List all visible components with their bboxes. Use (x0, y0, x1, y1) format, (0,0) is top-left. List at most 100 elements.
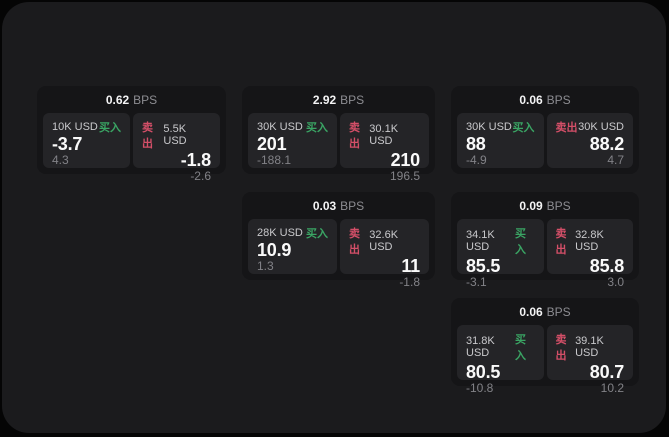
quote-card: 0.09 BPS 34.1K USD 买入 85.5 -3.1 卖出 32.8K… (451, 192, 639, 289)
card-header: 0.06 BPS (457, 91, 633, 109)
buy-tile-header: 31.8K USD 买入 (466, 331, 535, 363)
buy-price: 201 (257, 134, 287, 154)
sell-tile-header: 卖出 5.5K USD (142, 119, 211, 151)
sell-price: 210 (390, 150, 421, 170)
buy-quote-tile[interactable]: 28K USD 买入 10.9 1.3 (248, 219, 337, 274)
card-header: 0.03 BPS (248, 197, 429, 215)
buy-side-label: 买入 (99, 122, 121, 134)
card-header: 2.92 BPS (248, 91, 429, 109)
sell-price: 11 (401, 256, 420, 276)
card-body: 28K USD 买入 10.9 1.3 卖出 32.6K USD 11 -1.8 (248, 219, 429, 289)
buy-side-label: 买入 (514, 228, 526, 256)
buy-notional-size: 10K USD (52, 121, 98, 133)
sell-notional-size: 32.8K USD (575, 229, 604, 253)
buy-quote-tile[interactable]: 10K USD 买入 -3.7 4.3 (43, 113, 130, 168)
sell-delta: -2.6 (190, 169, 211, 183)
bps-spread-value: 0.06 (519, 93, 543, 107)
buy-tile-header: 30K USD 买入 (466, 119, 535, 135)
buy-delta: 1.3 (257, 259, 274, 273)
card-header: 0.09 BPS (457, 197, 633, 215)
sell-tile-header: 卖出 30K USD (556, 119, 625, 135)
bps-spread-value: 0.03 (312, 199, 337, 213)
sell-side-label: 卖出 (349, 228, 360, 256)
buy-notional-size: 31.8K USD (466, 335, 495, 359)
sell-side-label: 卖出 (555, 122, 578, 134)
quote-card: 0.06 BPS 30K USD 买入 88 -4.9 卖出 30K USD 8… (451, 86, 639, 174)
card-header: 0.06 BPS (457, 303, 633, 321)
sell-delta: -1.8 (399, 275, 420, 289)
sell-side-label: 卖出 (142, 122, 153, 150)
quote-card: 2.92 BPS 30K USD 买入 201 -188.1 卖出 30.1K … (242, 86, 435, 183)
card-body: 34.1K USD 买入 85.5 -3.1 卖出 32.8K USD 85.8… (457, 219, 633, 289)
buy-price: 88 (466, 134, 486, 154)
quote-card: 0.03 BPS 28K USD 买入 10.9 1.3 卖出 32.6K US… (242, 192, 435, 289)
buy-quote-tile[interactable]: 34.1K USD 买入 85.5 -3.1 (457, 219, 544, 289)
sell-price: 85.8 (589, 256, 624, 276)
sell-delta: 3.0 (607, 275, 624, 289)
buy-delta: -10.8 (466, 381, 494, 395)
buy-quote-tile[interactable]: 31.8K USD 买入 80.5 -10.8 (457, 325, 544, 395)
quote-card: 0.62 BPS 10K USD 买入 -3.7 4.3 卖出 5.5K USD… (37, 86, 226, 183)
card-body: 31.8K USD 买入 80.5 -10.8 卖出 39.1K USD 80.… (457, 325, 633, 395)
sell-delta: 196.5 (389, 169, 420, 183)
bps-unit-label: BPS (340, 93, 365, 107)
bps-spread-value: 0.09 (519, 199, 543, 213)
sell-quote-tile[interactable]: 卖出 39.1K USD 80.7 10.2 (546, 325, 633, 395)
quote-cards-grid: 0.62 BPS 10K USD 买入 -3.7 4.3 卖出 5.5K USD… (37, 86, 639, 395)
sell-quote-tile[interactable]: 卖出 32.6K USD 11 -1.8 (340, 219, 429, 289)
buy-quote-tile[interactable]: 30K USD 买入 88 -4.9 (457, 113, 544, 168)
quotes-panel: 0.62 BPS 10K USD 买入 -3.7 4.3 卖出 5.5K USD… (2, 2, 666, 433)
bps-unit-label: BPS (546, 93, 571, 107)
sell-notional-size: 39.1K USD (575, 335, 604, 359)
sell-side-label: 卖出 (349, 122, 360, 150)
sell-delta: 10.2 (600, 381, 624, 395)
sell-notional-size: 30K USD (578, 121, 624, 133)
buy-delta: 4.3 (52, 153, 69, 167)
sell-notional-size: 5.5K USD (163, 123, 187, 147)
buy-tile-header: 10K USD 买入 (52, 119, 121, 135)
buy-side-label: 买入 (514, 334, 526, 362)
sell-side-label: 卖出 (555, 334, 567, 362)
sell-quote-tile[interactable]: 卖出 32.8K USD 85.8 3.0 (546, 219, 633, 289)
buy-price: -3.7 (52, 134, 83, 154)
buy-side-label: 买入 (306, 228, 328, 240)
sell-delta: 4.7 (607, 153, 624, 167)
sell-tile-header: 卖出 39.1K USD (556, 331, 625, 363)
bps-unit-label: BPS (133, 93, 158, 107)
bps-spread-value: 0.06 (519, 305, 543, 319)
sell-quote-tile[interactable]: 卖出 30K USD 88.2 4.7 (546, 113, 633, 168)
buy-price: 10.9 (257, 240, 292, 260)
bps-unit-label: BPS (546, 305, 571, 319)
buy-price: 80.5 (466, 362, 501, 382)
buy-price: 85.5 (466, 256, 501, 276)
sell-tile-header: 卖出 32.6K USD (349, 225, 420, 257)
buy-notional-size: 30K USD (257, 121, 303, 133)
sell-quote-tile[interactable]: 卖出 5.5K USD -1.8 -2.6 (133, 113, 220, 183)
quote-card: 0.06 BPS 31.8K USD 买入 80.5 -10.8 卖出 39.1… (451, 298, 639, 395)
buy-tile-header: 28K USD 买入 (257, 225, 328, 241)
sell-price: 80.7 (589, 362, 624, 382)
card-body: 30K USD 买入 88 -4.9 卖出 30K USD 88.2 4.7 (457, 113, 633, 168)
card-header: 0.62 BPS (43, 91, 220, 109)
buy-quote-tile[interactable]: 30K USD 买入 201 -188.1 (248, 113, 337, 168)
buy-notional-size: 34.1K USD (466, 229, 495, 253)
buy-notional-size: 28K USD (257, 227, 303, 239)
bps-spread-value: 0.62 (105, 93, 130, 107)
buy-tile-header: 34.1K USD 买入 (466, 225, 535, 257)
buy-delta: -188.1 (257, 153, 292, 167)
buy-delta: -3.1 (466, 275, 487, 289)
sell-price: 88.2 (589, 134, 624, 154)
bps-unit-label: BPS (340, 199, 365, 213)
buy-delta: -4.9 (466, 153, 487, 167)
bps-spread-value: 2.92 (312, 93, 337, 107)
sell-notional-size: 32.6K USD (369, 229, 399, 253)
sell-tile-header: 卖出 30.1K USD (349, 119, 420, 151)
buy-side-label: 买入 (512, 122, 535, 134)
sell-quote-tile[interactable]: 卖出 30.1K USD 210 196.5 (340, 113, 429, 183)
buy-tile-header: 30K USD 买入 (257, 119, 328, 135)
bps-unit-label: BPS (546, 199, 571, 213)
card-body: 10K USD 买入 -3.7 4.3 卖出 5.5K USD -1.8 -2.… (43, 113, 220, 183)
buy-notional-size: 30K USD (466, 121, 512, 133)
sell-notional-size: 30.1K USD (369, 123, 399, 147)
buy-side-label: 买入 (306, 122, 328, 134)
